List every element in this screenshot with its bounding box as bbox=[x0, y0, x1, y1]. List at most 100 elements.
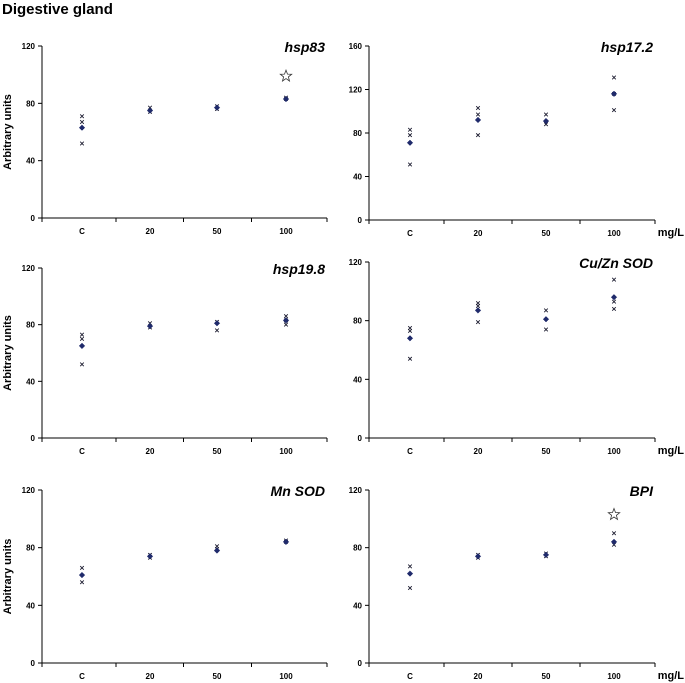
chart-title: hsp17.2 bbox=[601, 39, 653, 55]
mean-point bbox=[610, 90, 618, 98]
replicate-point bbox=[79, 362, 85, 367]
x-tick-label: C bbox=[79, 227, 85, 236]
chart-title: hsp83 bbox=[285, 39, 326, 55]
y-tick-label: 120 bbox=[349, 258, 363, 267]
chart-panel-6: 0 40 80 120 C 20 50 100 BPI mg/L bbox=[349, 483, 685, 682]
x-tick-label: C bbox=[407, 672, 413, 681]
x-tick-label: 50 bbox=[213, 227, 222, 236]
mean-point bbox=[610, 538, 618, 546]
mean-point bbox=[542, 117, 550, 125]
x-tick-label: C bbox=[407, 229, 413, 238]
mean-point bbox=[474, 553, 482, 560]
chart-panel-5: 0 40 80 120 C 20 50 100 Mn SOD Arbitrary units bbox=[2, 483, 328, 681]
x-tick-label: 20 bbox=[146, 447, 155, 456]
mean-point bbox=[213, 547, 221, 554]
y-tick-label: 40 bbox=[26, 377, 35, 386]
x-tick-label: C bbox=[79, 447, 85, 456]
replicate-point bbox=[475, 105, 481, 111]
x-tick-label: 100 bbox=[607, 229, 621, 238]
chart-title: Mn SOD bbox=[271, 483, 325, 499]
x-axis-label: mg/L bbox=[658, 227, 685, 239]
replicate-point bbox=[611, 75, 617, 80]
x-tick-label: 50 bbox=[542, 229, 551, 238]
y-tick-label: 120 bbox=[349, 486, 363, 495]
mean-point bbox=[406, 335, 414, 342]
replicate-point bbox=[611, 306, 617, 312]
mean-point bbox=[542, 551, 550, 559]
replicate-point bbox=[407, 162, 413, 167]
replicate-point bbox=[543, 308, 549, 313]
replicate-point bbox=[543, 327, 549, 332]
y-tick-label: 80 bbox=[26, 544, 35, 553]
x-tick-label: 50 bbox=[213, 672, 222, 681]
replicate-point bbox=[611, 531, 617, 536]
y-tick-label: 40 bbox=[353, 375, 362, 384]
x-tick-label: 20 bbox=[474, 229, 483, 238]
mean-point bbox=[78, 124, 86, 131]
chart-title: BPI bbox=[630, 483, 654, 499]
replicate-point bbox=[475, 112, 481, 117]
mean-point bbox=[542, 316, 550, 323]
mean-point bbox=[213, 104, 221, 111]
x-tick-label: 100 bbox=[279, 447, 293, 456]
chart-panel-4: 0 40 80 120 C 20 50 100 Cu/Zn SOD mg/L bbox=[349, 255, 685, 457]
mean-point bbox=[406, 570, 414, 577]
replicate-point bbox=[79, 141, 85, 146]
mean-point bbox=[78, 571, 86, 579]
replicate-point bbox=[79, 336, 85, 341]
chart-panel-2: 0 40 80 120 160 C 20 50 100 hsp17.2 mg/L bbox=[349, 39, 685, 239]
significance-star bbox=[607, 507, 621, 521]
x-axis-label: mg/L bbox=[658, 445, 685, 457]
replicate-point bbox=[283, 322, 289, 327]
replicate-point bbox=[611, 108, 617, 113]
y-axis-label: Arbitrary units bbox=[2, 94, 14, 170]
y-tick-label: 0 bbox=[31, 214, 36, 223]
y-tick-label: 80 bbox=[26, 321, 35, 330]
replicate-point bbox=[407, 133, 413, 138]
y-tick-label: 0 bbox=[31, 434, 36, 443]
mean-point bbox=[474, 116, 482, 124]
y-tick-label: 120 bbox=[349, 86, 363, 95]
x-tick-label: 100 bbox=[279, 227, 293, 236]
x-tick-label: 20 bbox=[146, 227, 155, 236]
replicate-point bbox=[79, 119, 85, 125]
x-axis-label: mg/L bbox=[658, 670, 685, 682]
replicate-point bbox=[611, 277, 617, 282]
replicate-point bbox=[79, 332, 85, 337]
y-tick-label: 0 bbox=[31, 659, 36, 668]
x-tick-label: 100 bbox=[279, 672, 293, 681]
replicate-point bbox=[79, 114, 85, 119]
mean-point bbox=[146, 322, 154, 330]
replicate-point bbox=[79, 580, 85, 585]
x-tick-label: 50 bbox=[542, 672, 551, 681]
y-tick-label: 0 bbox=[358, 216, 363, 225]
replicate-point bbox=[407, 564, 413, 569]
x-tick-label: 50 bbox=[542, 447, 551, 456]
y-tick-label: 40 bbox=[26, 601, 35, 610]
replicate-point bbox=[543, 112, 549, 117]
y-tick-label: 40 bbox=[26, 157, 35, 166]
mean-point bbox=[213, 320, 221, 327]
replicate-point bbox=[407, 356, 413, 361]
replicate-point bbox=[79, 565, 85, 570]
x-tick-label: 50 bbox=[213, 447, 222, 456]
replicate-point bbox=[407, 328, 413, 334]
mean-point bbox=[610, 294, 618, 301]
mean-point bbox=[78, 342, 86, 350]
y-tick-label: 80 bbox=[353, 317, 362, 326]
replicate-point bbox=[475, 303, 481, 309]
y-tick-label: 40 bbox=[353, 601, 362, 610]
chart-title: Cu/Zn SOD bbox=[579, 255, 653, 271]
x-tick-label: 20 bbox=[474, 672, 483, 681]
replicate-point bbox=[407, 127, 413, 132]
mean-point bbox=[282, 317, 290, 324]
y-tick-label: 40 bbox=[353, 173, 362, 182]
x-tick-label: C bbox=[79, 672, 85, 681]
chart-panel-1: 0 40 80 120 C 20 50 100 hsp83 Arbitrary units bbox=[2, 39, 328, 236]
y-tick-label: 120 bbox=[22, 42, 36, 51]
mean-point bbox=[282, 538, 290, 546]
x-tick-label: 20 bbox=[146, 672, 155, 681]
replicate-point bbox=[214, 328, 220, 333]
page-title: Digestive gland bbox=[2, 1, 113, 18]
